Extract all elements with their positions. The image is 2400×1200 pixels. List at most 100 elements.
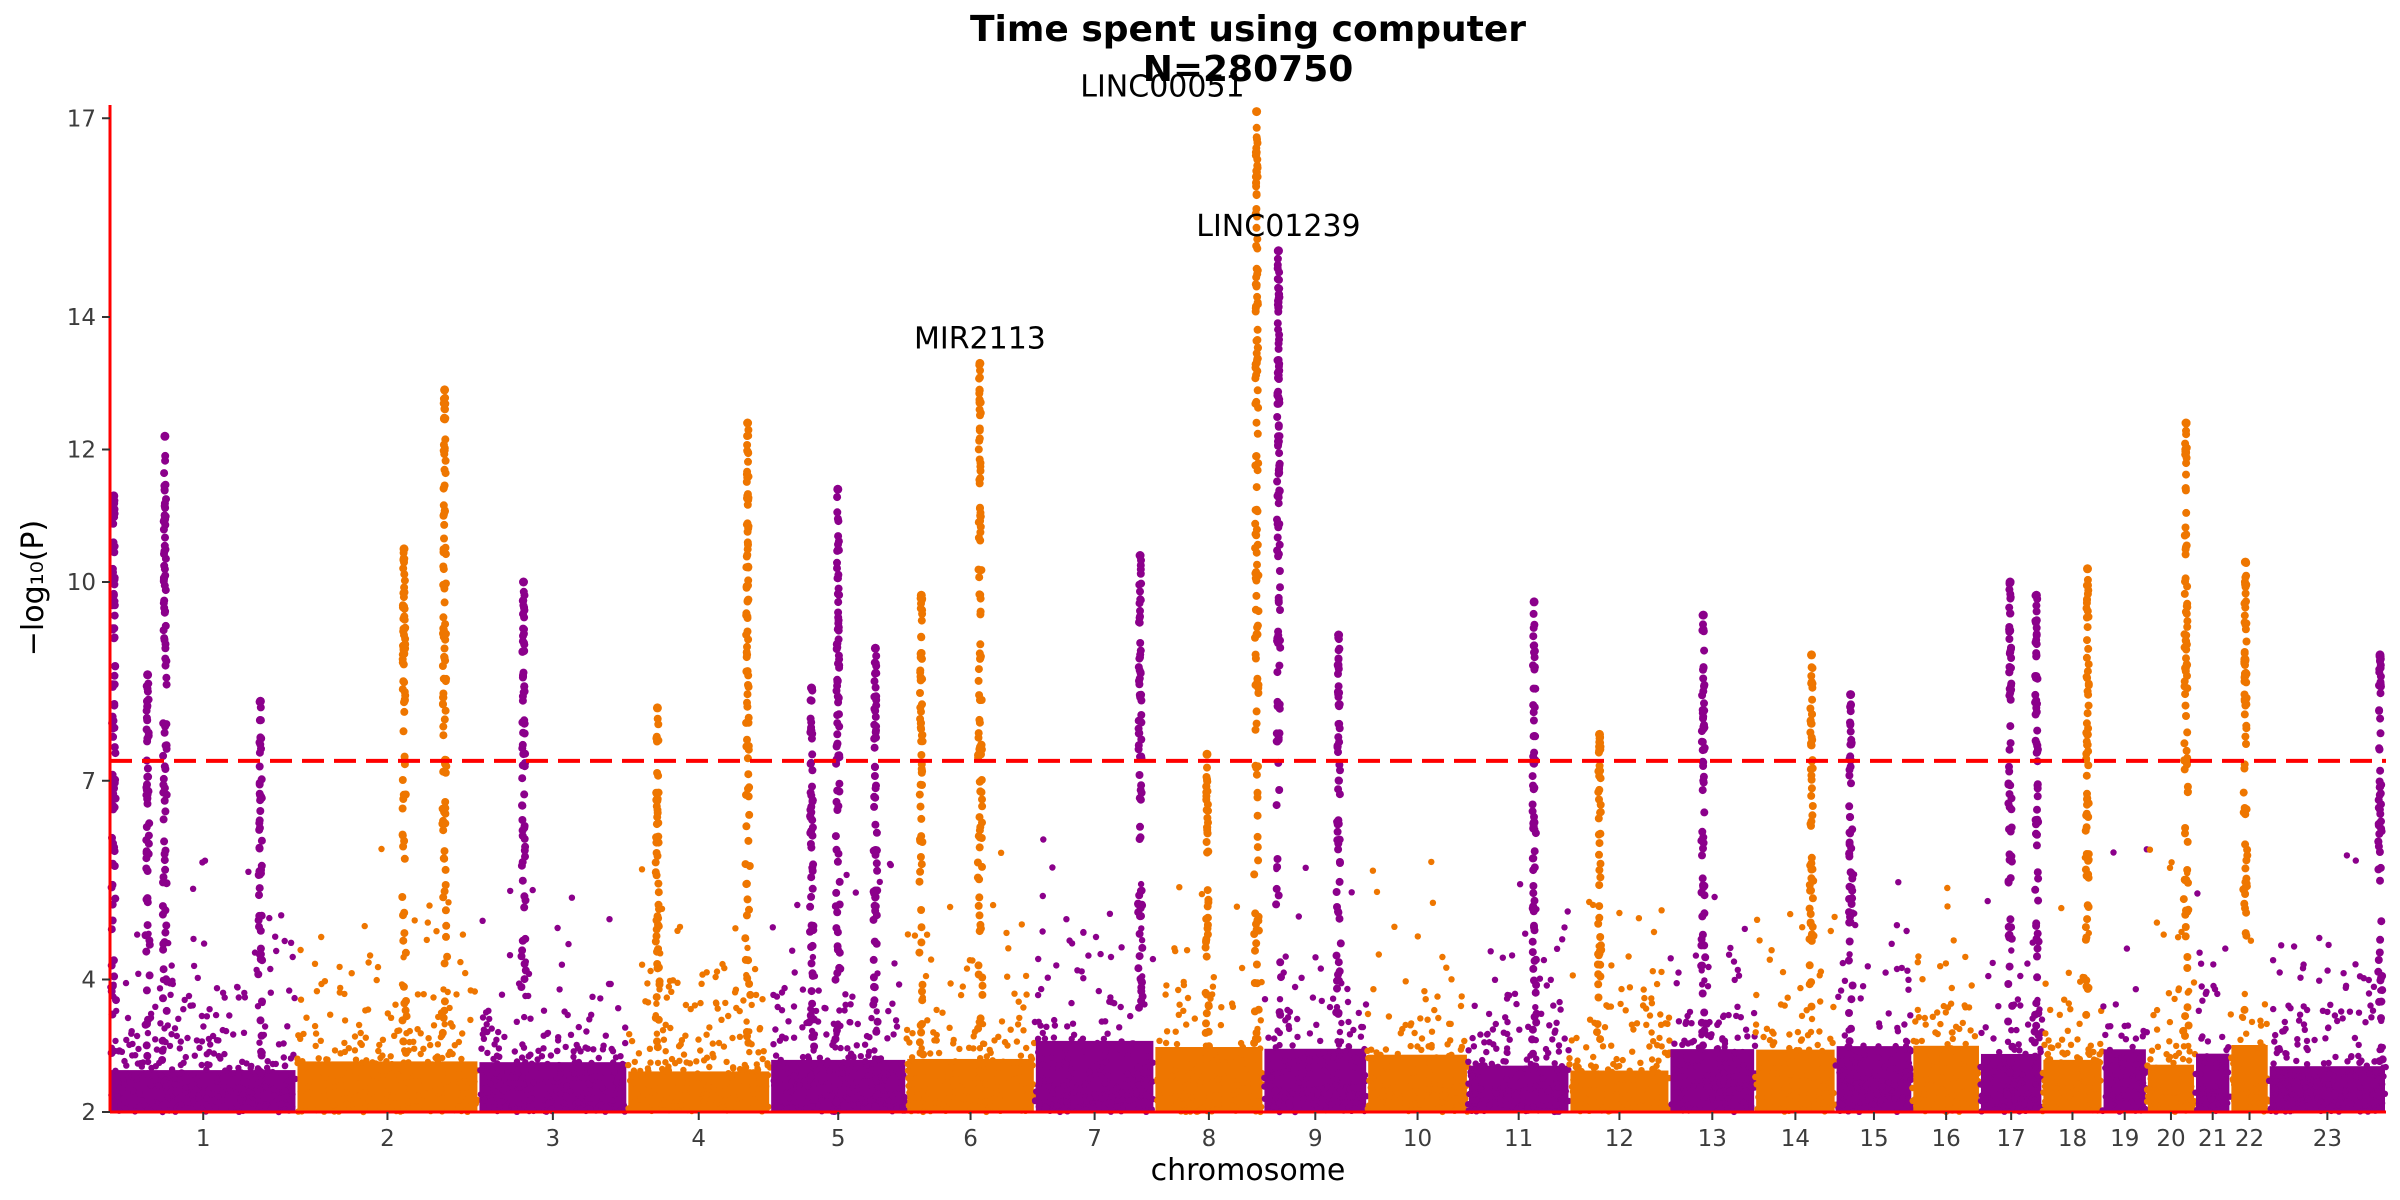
point <box>2139 1079 2147 1087</box>
point <box>1684 1101 1691 1108</box>
point <box>207 1041 214 1048</box>
point <box>1113 1103 1120 1111</box>
point <box>528 1060 535 1067</box>
point <box>1018 921 1025 928</box>
point <box>255 843 264 852</box>
point <box>511 1048 518 1055</box>
point <box>1766 1036 1774 1044</box>
point <box>1335 1041 1343 1048</box>
point <box>1438 1099 1446 1106</box>
point <box>706 1063 713 1071</box>
point <box>1374 1070 1382 1077</box>
point <box>981 1090 989 1098</box>
point <box>853 1042 860 1049</box>
point <box>200 1023 207 1030</box>
point <box>143 684 152 693</box>
point <box>1545 1049 1552 1057</box>
point <box>1648 995 1655 1002</box>
point <box>2006 1101 2013 1109</box>
point <box>1753 1081 1760 1088</box>
point <box>851 1088 858 1095</box>
point <box>221 1067 229 1074</box>
point <box>439 1054 446 1062</box>
point <box>1955 1083 1962 1091</box>
point <box>713 1100 720 1107</box>
point <box>836 1081 843 1088</box>
point <box>1937 1020 1944 1028</box>
point <box>588 1059 595 1067</box>
point <box>148 1064 155 1072</box>
point <box>161 865 170 874</box>
point <box>1253 1056 1261 1063</box>
point <box>2044 1050 2052 1058</box>
point <box>2381 1090 2389 1098</box>
point <box>1313 1021 1320 1028</box>
point <box>2278 1084 2286 1092</box>
point <box>744 770 753 779</box>
point <box>398 893 407 901</box>
point <box>640 1091 647 1099</box>
point <box>1664 1020 1671 1028</box>
point <box>408 1092 416 1100</box>
point <box>1234 1082 1242 1089</box>
point <box>144 1058 152 1066</box>
point <box>1726 1087 1733 1094</box>
point <box>1673 980 1680 987</box>
point <box>1774 1070 1781 1077</box>
point <box>667 1024 674 1032</box>
point <box>2279 1028 2286 1035</box>
point <box>365 1097 372 1104</box>
point <box>712 1094 719 1101</box>
point <box>200 940 208 947</box>
point <box>1650 1065 1658 1072</box>
point <box>652 838 661 847</box>
point <box>2325 1081 2332 1089</box>
point <box>1512 1074 1520 1081</box>
point <box>818 1078 825 1085</box>
point <box>1470 1043 1478 1050</box>
point <box>110 723 119 732</box>
point <box>1415 1073 1423 1081</box>
point <box>1591 1098 1599 1106</box>
point <box>529 886 536 894</box>
point <box>1442 1082 1450 1089</box>
point <box>520 762 529 771</box>
point <box>398 1061 407 1070</box>
point <box>737 1093 744 1100</box>
point <box>1674 1088 1682 1096</box>
point <box>1793 1094 1800 1101</box>
point <box>1079 1035 1087 1042</box>
point <box>2316 977 2323 984</box>
chr-3-points <box>477 886 630 1116</box>
point <box>864 1072 871 1080</box>
point <box>1418 1046 1425 1054</box>
point <box>2219 1099 2227 1106</box>
point <box>519 601 528 610</box>
chr-5-points <box>769 860 909 1116</box>
point <box>588 1075 595 1082</box>
point <box>433 928 440 935</box>
point <box>256 1039 263 1046</box>
point <box>1443 964 1450 971</box>
point <box>1264 1068 1272 1075</box>
point <box>143 898 152 907</box>
point <box>1626 1067 1633 1074</box>
point <box>486 1015 493 1023</box>
point <box>2378 1100 2386 1107</box>
point <box>347 1076 354 1084</box>
point <box>963 1081 970 1089</box>
point <box>1676 1074 1683 1082</box>
point <box>1282 953 1289 960</box>
point <box>656 1079 663 1086</box>
point <box>256 1103 264 1110</box>
point <box>1102 1059 1109 1066</box>
point <box>272 933 279 940</box>
point <box>213 1075 220 1082</box>
point <box>2192 1089 2199 1096</box>
point <box>2117 1073 2125 1080</box>
point <box>2170 1059 2177 1067</box>
point <box>434 1041 442 1048</box>
point <box>392 1001 399 1008</box>
point <box>110 743 119 752</box>
point <box>1092 933 1100 941</box>
